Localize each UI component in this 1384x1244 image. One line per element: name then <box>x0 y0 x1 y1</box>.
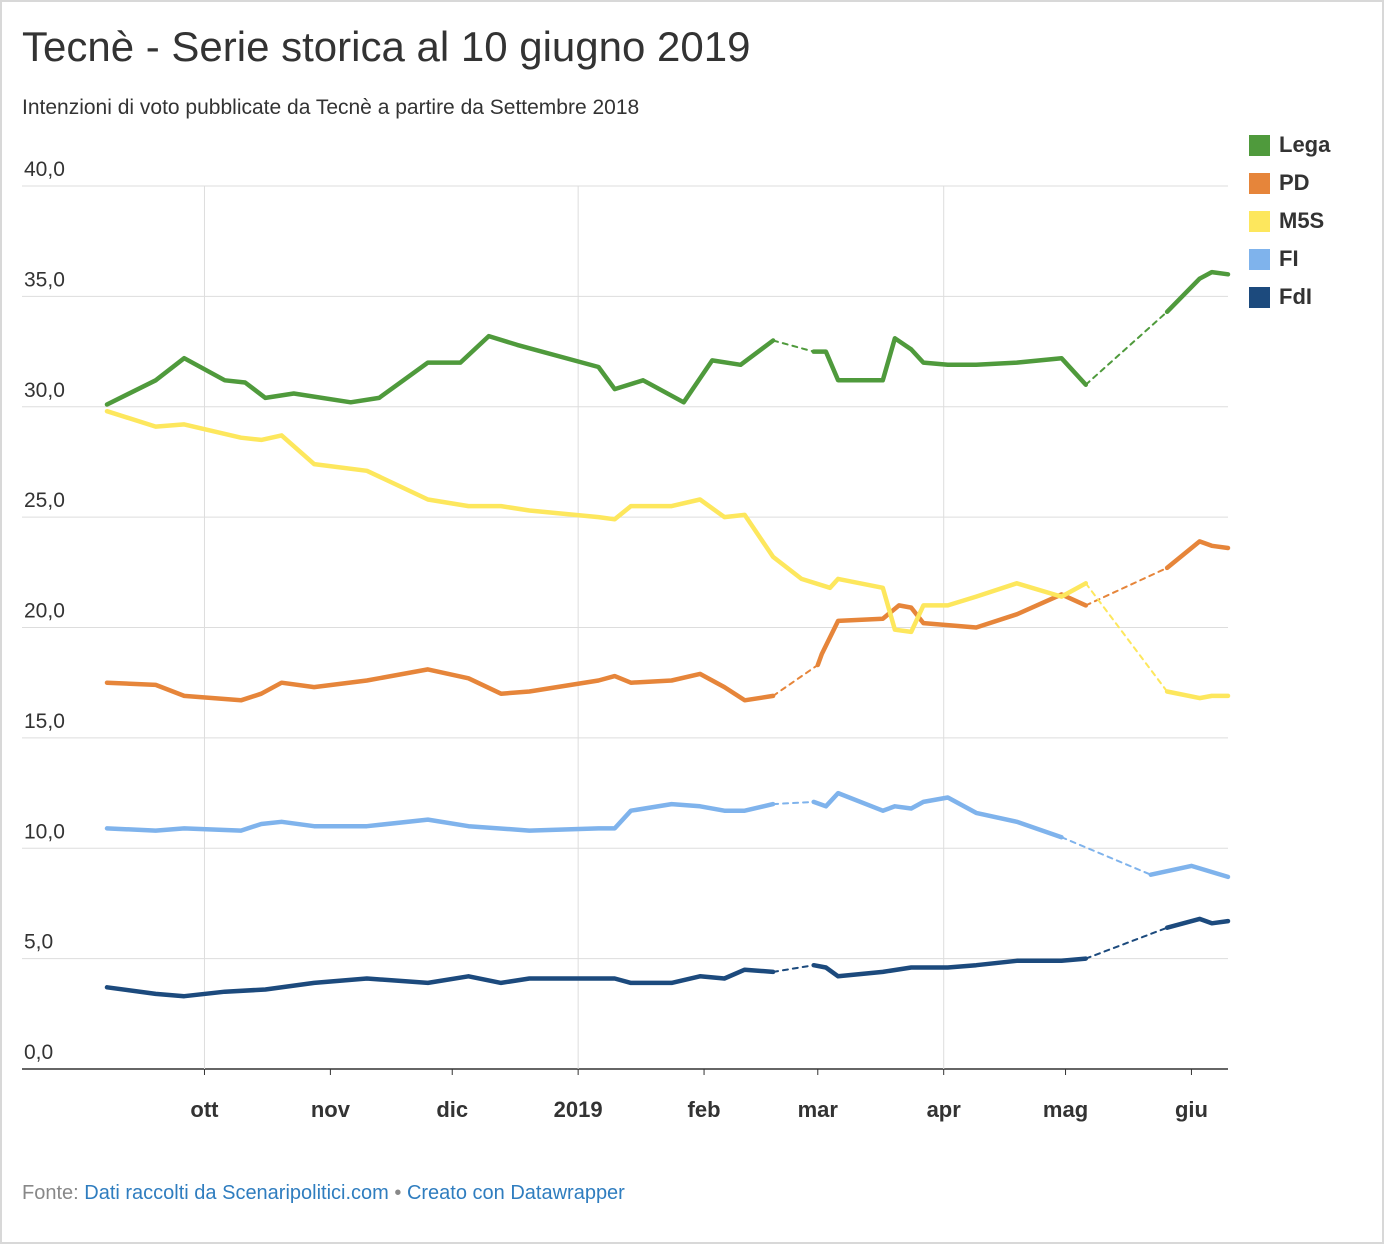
x-tick-label: 2019 <box>554 1097 603 1122</box>
legend-label: M5S <box>1279 208 1325 233</box>
legend-swatch <box>1249 286 1270 308</box>
y-tick-label: 40,0 <box>24 158 65 181</box>
series-line-dashed <box>1084 566 1169 607</box>
series-lines <box>104 269 1231 999</box>
x-tick-label: mar <box>798 1097 839 1122</box>
series-m5s <box>104 408 1231 701</box>
series-line-solid <box>1164 916 1231 930</box>
datawrapper-link[interactable]: Creato con Datawrapper <box>406 1182 625 1204</box>
legend-item-fi: FI <box>1249 240 1330 278</box>
series-line-solid <box>811 790 1064 840</box>
legend-label: FI <box>1279 246 1299 271</box>
series-line-solid <box>104 667 776 703</box>
series-pd <box>104 539 1231 703</box>
series-line-dashed <box>1084 926 1169 960</box>
series-lega <box>104 269 1231 407</box>
series-line-dashed <box>1084 582 1169 693</box>
legend-item-m5s: M5S <box>1249 202 1330 240</box>
footer-separator: • <box>388 1182 407 1204</box>
legend-label: PD <box>1279 170 1310 195</box>
line-chart: 0,0 5,0 10,0 15,0 20,0 25,0 30,0 35,0 40,0 ott no… <box>22 158 1231 1122</box>
legend-item-pd: PD <box>1249 164 1330 202</box>
chart-subtitle: Intenzioni di voto pubblicate da Tecnè a… <box>22 96 640 119</box>
series-line-solid <box>104 408 1089 635</box>
legend-swatch <box>1249 134 1270 156</box>
series-line-solid <box>1164 689 1231 701</box>
footer: Fonte: Dati raccolti da Scenaripolitici.… <box>22 1180 625 1206</box>
chart-legend: Lega PD M5S FI FdI <box>1249 126 1330 316</box>
x-tick-label: feb <box>688 1097 721 1122</box>
y-tick-label: 30,0 <box>24 379 65 402</box>
x-tick-label: dic <box>436 1097 468 1122</box>
x-axis-ticks: ott nov dic 2019 feb mar apr mag giu <box>190 1069 1208 1122</box>
series-line-solid <box>104 801 776 833</box>
series-line-dashed <box>772 800 815 806</box>
series-line-dashed <box>1060 836 1152 876</box>
series-line-dashed <box>772 964 815 973</box>
series-line-solid <box>104 967 776 999</box>
y-tick-label: 5,0 <box>24 931 53 954</box>
series-line-solid <box>811 336 1089 387</box>
series-line-solid <box>811 956 1089 979</box>
x-tick-label: giu <box>1175 1097 1208 1122</box>
series-line-solid <box>815 592 1089 668</box>
series-line-dashed <box>772 664 819 697</box>
x-tick-label: nov <box>311 1097 351 1122</box>
legend-item-lega: Lega <box>1249 126 1330 164</box>
series-fi <box>104 790 1231 880</box>
series-fdi <box>104 916 1231 999</box>
chart-title: Tecnè - Serie storica al 10 giugno 2019 <box>22 23 751 70</box>
legend-item-fdi: FdI <box>1249 278 1330 316</box>
series-line-dashed <box>772 339 815 353</box>
legend-label: FdI <box>1279 284 1312 309</box>
legend-label: Lega <box>1279 132 1331 157</box>
x-tick-label: ott <box>190 1097 219 1122</box>
footer-prefix: Fonte: <box>22 1182 85 1204</box>
legend-swatch <box>1249 210 1270 232</box>
series-line-solid <box>1148 863 1231 880</box>
y-tick-label: 35,0 <box>24 268 65 291</box>
y-tick-label: 0,0 <box>24 1041 53 1064</box>
y-tick-label: 25,0 <box>24 489 65 512</box>
series-line-solid <box>1164 539 1231 571</box>
series-line-solid <box>1164 269 1231 315</box>
series-line-dashed <box>1084 310 1169 386</box>
x-tick-label: apr <box>927 1097 962 1122</box>
legend-swatch <box>1249 172 1270 194</box>
series-line-solid <box>104 333 776 407</box>
grid-lines <box>22 185 1228 1070</box>
y-tick-label: 15,0 <box>24 710 65 733</box>
source-link[interactable]: Dati raccolti da Scenaripolitici.com <box>84 1182 389 1204</box>
y-tick-label: 20,0 <box>24 600 65 623</box>
legend-swatch <box>1249 248 1270 270</box>
x-tick-label: mag <box>1043 1097 1088 1122</box>
y-tick-label: 10,0 <box>24 820 65 843</box>
y-axis-ticks: 0,0 5,0 10,0 15,0 20,0 25,0 30,0 35,0 40,0 <box>24 158 65 1064</box>
